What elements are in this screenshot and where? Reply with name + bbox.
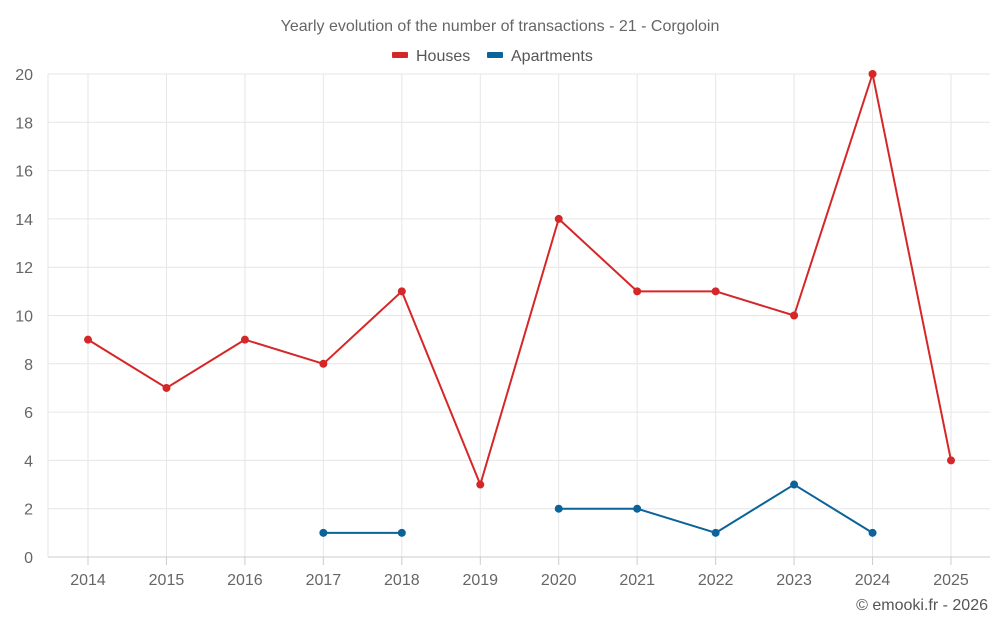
- x-tick-label: 2022: [698, 572, 734, 589]
- data-point-houses[interactable]: [711, 287, 720, 296]
- x-tick-label: 2014: [70, 572, 106, 589]
- x-tick-label: 2021: [619, 572, 655, 589]
- y-tick-label: 2: [24, 502, 33, 519]
- x-tick-label: 2025: [933, 572, 969, 589]
- series-line-houses: [87, 73, 952, 486]
- y-tick-label: 20: [15, 67, 33, 84]
- data-point-houses[interactable]: [84, 335, 92, 344]
- data-point-houses[interactable]: [554, 214, 563, 223]
- data-point-houses[interactable]: [397, 287, 406, 296]
- x-tick-label: 2015: [149, 572, 185, 589]
- y-tick-label: 12: [15, 260, 33, 277]
- x-tick-label: 2017: [306, 572, 342, 589]
- legend-swatch-houses: [392, 52, 408, 58]
- y-tick-label: 8: [24, 357, 33, 374]
- y-tick-label: 4: [24, 453, 33, 470]
- x-tick-label: 2020: [541, 572, 577, 589]
- y-tick-label: 14: [15, 212, 33, 229]
- data-point-houses[interactable]: [868, 70, 877, 78]
- x-tick-label: 2019: [462, 572, 498, 589]
- data-point-apartments[interactable]: [397, 528, 406, 537]
- legend-item-houses[interactable]: Houses: [392, 48, 470, 65]
- legend-item-apartments[interactable]: Apartments: [487, 48, 593, 65]
- x-tick-label: 2018: [384, 572, 420, 589]
- legend-label-apartments: Apartments: [511, 48, 593, 65]
- credit-text: © emooki.fr - 2026: [856, 597, 988, 614]
- data-point-houses[interactable]: [240, 335, 249, 344]
- data-point-apartments[interactable]: [319, 528, 328, 537]
- data-point-houses[interactable]: [790, 311, 799, 320]
- legend-swatch-apartments: [487, 52, 503, 58]
- x-axis-tick-labels: 2014 2015 2016 2017 2018 2019 2020 2021 2022 2023…: [70, 572, 969, 589]
- axes: [47, 74, 990, 565]
- y-tick-label: 6: [24, 405, 33, 422]
- y-tick-label: 0: [24, 550, 33, 567]
- legend-label-houses: Houses: [416, 48, 470, 65]
- y-axis-tick-labels: 0 2 4 6 8 10 12 14 16 18 20: [15, 67, 33, 567]
- y-tick-label: 16: [15, 164, 33, 181]
- data-point-houses[interactable]: [319, 359, 328, 368]
- x-tick-label: 2023: [776, 572, 812, 589]
- data-point-houses[interactable]: [162, 383, 171, 392]
- chart-title: Yearly evolution of the number of transa…: [281, 18, 720, 35]
- data-point-apartments[interactable]: [711, 528, 720, 537]
- data-series: [84, 70, 955, 537]
- data-point-houses[interactable]: [947, 456, 955, 465]
- data-point-apartments[interactable]: [868, 528, 877, 537]
- data-point-houses[interactable]: [476, 480, 485, 489]
- chart-legend: Houses Apartments: [392, 48, 593, 65]
- x-tick-label: 2024: [855, 572, 891, 589]
- grid-lines: [48, 73, 990, 558]
- data-point-apartments[interactable]: [633, 504, 642, 513]
- y-tick-label: 18: [15, 115, 33, 132]
- data-point-houses[interactable]: [633, 287, 642, 296]
- y-tick-label: 10: [15, 309, 33, 326]
- data-point-apartments[interactable]: [790, 480, 799, 489]
- data-point-apartments[interactable]: [554, 504, 563, 513]
- x-tick-label: 2016: [227, 572, 263, 589]
